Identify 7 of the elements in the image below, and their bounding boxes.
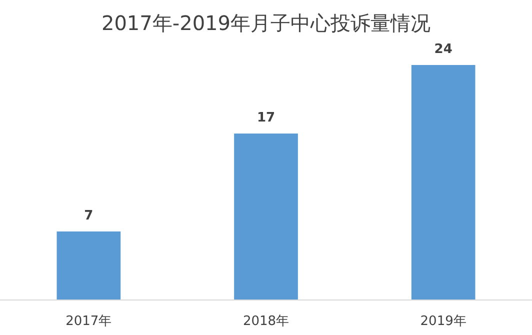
- data-label: 17: [256, 110, 276, 126]
- x-tick-label: 2019年: [420, 314, 466, 329]
- data-label: 7: [84, 208, 94, 224]
- chart-title: 2017年-2019年月子中心投诉量情况: [101, 11, 431, 35]
- data-label: 24: [434, 42, 452, 57]
- x-tick-label: 2018年: [242, 314, 290, 329]
- x-tick-label: 2017年: [66, 314, 112, 329]
